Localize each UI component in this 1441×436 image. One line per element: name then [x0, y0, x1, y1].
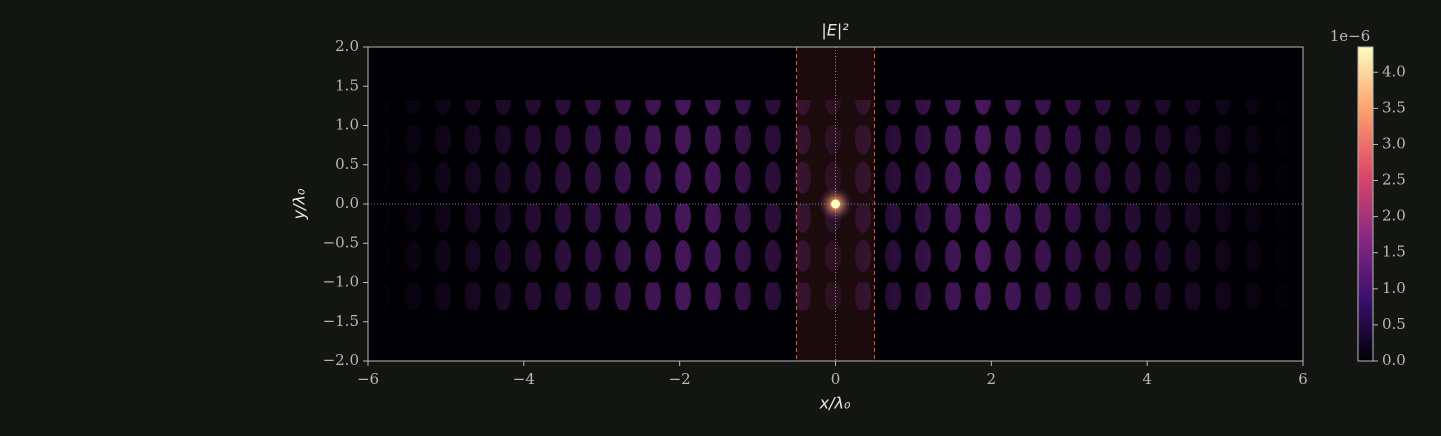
colorbar-tick-label: 2.5	[1382, 171, 1406, 189]
x-tick-label: 6	[1298, 370, 1308, 388]
x-tick-label: −2	[669, 370, 691, 388]
colorbar-tick-label: 3.0	[1382, 134, 1406, 152]
colorbar-tick-label: 0.5	[1382, 315, 1406, 333]
y-tick-label: −2.0	[323, 351, 359, 369]
colorbar-tick-label: 4.0	[1382, 62, 1406, 80]
colorbar-tick-label: 3.5	[1382, 98, 1406, 116]
y-tick-label: −0.5	[323, 233, 359, 251]
y-tick-label: 0.0	[335, 194, 359, 212]
colorbar	[1357, 46, 1374, 362]
x-tick-label: 2	[987, 370, 997, 388]
y-tick-label: −1.5	[323, 312, 359, 330]
x-tick-label: 0	[831, 370, 841, 388]
x-tick-label: −4	[513, 370, 535, 388]
colorbar-tick-label: 1.0	[1382, 279, 1406, 297]
colorbar-offset: 1e−6	[1330, 27, 1371, 45]
y-axis-label: y/λ₀	[290, 188, 309, 220]
colorbar-tick-label: 0.0	[1382, 351, 1406, 369]
hotspot	[831, 199, 840, 209]
chart-title: |E|²	[821, 21, 849, 40]
y-tick-label: 2.0	[335, 37, 359, 55]
y-tick-label: −1.0	[323, 273, 359, 291]
y-tick-label: 1.0	[335, 116, 359, 134]
colorbar-tick-label: 1.5	[1382, 243, 1406, 261]
x-axis-label: x/λ₀	[819, 394, 851, 413]
y-tick-label: 1.5	[335, 76, 359, 94]
x-tick-label: −6	[357, 370, 379, 388]
colorbar-tick-label: 2.0	[1382, 207, 1406, 225]
x-tick-label: 4	[1142, 370, 1152, 388]
y-tick-label: 0.5	[335, 155, 359, 173]
